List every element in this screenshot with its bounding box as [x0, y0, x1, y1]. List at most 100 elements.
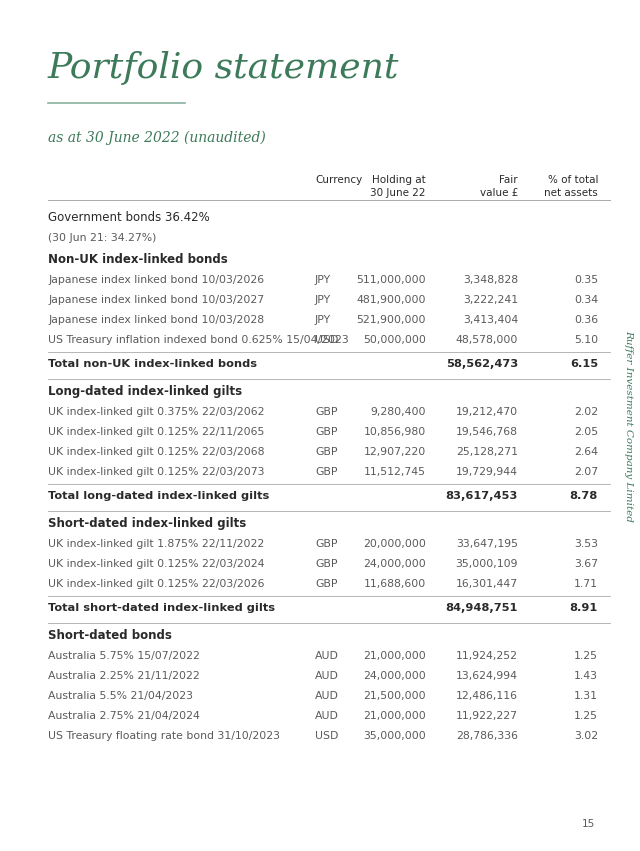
- Text: 21,500,000: 21,500,000: [364, 691, 426, 701]
- Text: UK index-linked gilt 0.375% 22/03/2062: UK index-linked gilt 0.375% 22/03/2062: [48, 407, 264, 417]
- Text: AUD: AUD: [315, 711, 339, 721]
- Text: Portfolio statement: Portfolio statement: [48, 51, 399, 85]
- Text: GBP: GBP: [315, 407, 337, 417]
- Text: 481,900,000: 481,900,000: [356, 295, 426, 305]
- Text: 511,000,000: 511,000,000: [356, 275, 426, 285]
- Text: 3,413,404: 3,413,404: [463, 315, 518, 325]
- Text: Japanese index linked bond 10/03/2026: Japanese index linked bond 10/03/2026: [48, 275, 264, 285]
- Text: 3.53: 3.53: [574, 539, 598, 549]
- Text: UK index-linked gilt 0.125% 22/03/2073: UK index-linked gilt 0.125% 22/03/2073: [48, 467, 264, 477]
- Text: 13,624,994: 13,624,994: [456, 671, 518, 681]
- Text: 11,688,600: 11,688,600: [364, 579, 426, 589]
- Text: 2.05: 2.05: [574, 427, 598, 437]
- Text: 21,000,000: 21,000,000: [364, 711, 426, 721]
- Text: AUD: AUD: [315, 651, 339, 661]
- Text: 3.67: 3.67: [574, 559, 598, 569]
- Text: Total long-dated index-linked gilts: Total long-dated index-linked gilts: [48, 491, 269, 501]
- Text: 48,578,000: 48,578,000: [456, 335, 518, 345]
- Text: JPY: JPY: [315, 295, 331, 305]
- Text: (30 Jun 21: 34.27%): (30 Jun 21: 34.27%): [48, 233, 156, 243]
- Text: 84,948,751: 84,948,751: [445, 603, 518, 613]
- Text: 35,000,000: 35,000,000: [364, 731, 426, 741]
- Text: US Treasury inflation indexed bond 0.625% 15/04/2023: US Treasury inflation indexed bond 0.625…: [48, 335, 349, 345]
- Text: Ruffer Investment Company Limited: Ruffer Investment Company Limited: [625, 329, 634, 522]
- Text: 19,729,944: 19,729,944: [456, 467, 518, 477]
- Text: Australia 2.75% 21/04/2024: Australia 2.75% 21/04/2024: [48, 711, 200, 721]
- Text: Short-dated bonds: Short-dated bonds: [48, 629, 172, 642]
- Text: 11,924,252: 11,924,252: [456, 651, 518, 661]
- Text: AUD: AUD: [315, 691, 339, 701]
- Text: Short-dated index-linked gilts: Short-dated index-linked gilts: [48, 517, 246, 530]
- Text: Australia 5.5% 21/04/2023: Australia 5.5% 21/04/2023: [48, 691, 193, 701]
- Text: 3,348,828: 3,348,828: [463, 275, 518, 285]
- Text: 30 June 22: 30 June 22: [371, 188, 426, 198]
- Text: 20,000,000: 20,000,000: [363, 539, 426, 549]
- Text: 0.36: 0.36: [574, 315, 598, 325]
- Text: 35,000,109: 35,000,109: [456, 559, 518, 569]
- Text: 6.15: 6.15: [570, 359, 598, 369]
- Text: 10,856,980: 10,856,980: [364, 427, 426, 437]
- Text: 24,000,000: 24,000,000: [364, 559, 426, 569]
- Text: Non-UK index-linked bonds: Non-UK index-linked bonds: [48, 253, 228, 266]
- Text: Japanese index linked bond 10/03/2027: Japanese index linked bond 10/03/2027: [48, 295, 264, 305]
- Text: 3,222,241: 3,222,241: [463, 295, 518, 305]
- Text: 12,907,220: 12,907,220: [364, 447, 426, 457]
- Text: 33,647,195: 33,647,195: [456, 539, 518, 549]
- Text: Australia 2.25% 21/11/2022: Australia 2.25% 21/11/2022: [48, 671, 200, 681]
- Text: 28,786,336: 28,786,336: [456, 731, 518, 741]
- Text: 0.35: 0.35: [574, 275, 598, 285]
- Text: net assets: net assets: [544, 188, 598, 198]
- Text: value £: value £: [479, 188, 518, 198]
- Text: GBP: GBP: [315, 467, 337, 477]
- Text: Currency: Currency: [315, 175, 362, 185]
- Text: 21,000,000: 21,000,000: [364, 651, 426, 661]
- Text: GBP: GBP: [315, 539, 337, 549]
- Text: 1.25: 1.25: [574, 711, 598, 721]
- Text: 24,000,000: 24,000,000: [364, 671, 426, 681]
- Text: 1.71: 1.71: [574, 579, 598, 589]
- Text: 25,128,271: 25,128,271: [456, 447, 518, 457]
- Text: GBP: GBP: [315, 427, 337, 437]
- Text: 15: 15: [582, 819, 595, 829]
- Text: AUD: AUD: [315, 671, 339, 681]
- Text: 50,000,000: 50,000,000: [363, 335, 426, 345]
- Text: USD: USD: [315, 731, 339, 741]
- Text: 1.43: 1.43: [574, 671, 598, 681]
- Text: Total short-dated index-linked gilts: Total short-dated index-linked gilts: [48, 603, 275, 613]
- Text: 16,301,447: 16,301,447: [456, 579, 518, 589]
- Text: Australia 5.75% 15/07/2022: Australia 5.75% 15/07/2022: [48, 651, 200, 661]
- Text: UK index-linked gilt 1.875% 22/11/2022: UK index-linked gilt 1.875% 22/11/2022: [48, 539, 264, 549]
- Text: JPY: JPY: [315, 275, 331, 285]
- Text: GBP: GBP: [315, 579, 337, 589]
- Text: 0.34: 0.34: [574, 295, 598, 305]
- Text: 8.91: 8.91: [570, 603, 598, 613]
- Text: 1.31: 1.31: [574, 691, 598, 701]
- Text: 1.25: 1.25: [574, 651, 598, 661]
- Text: US Treasury floating rate bond 31/10/2023: US Treasury floating rate bond 31/10/202…: [48, 731, 280, 741]
- Text: 11,922,227: 11,922,227: [456, 711, 518, 721]
- Text: 11,512,745: 11,512,745: [364, 467, 426, 477]
- Text: Long-dated index-linked gilts: Long-dated index-linked gilts: [48, 385, 242, 398]
- Text: 2.02: 2.02: [574, 407, 598, 417]
- Text: 12,486,116: 12,486,116: [456, 691, 518, 701]
- Text: Total non-UK index-linked bonds: Total non-UK index-linked bonds: [48, 359, 257, 369]
- Text: Fair: Fair: [499, 175, 518, 185]
- Text: UK index-linked gilt 0.125% 22/03/2068: UK index-linked gilt 0.125% 22/03/2068: [48, 447, 264, 457]
- Text: UK index-linked gilt 0.125% 22/11/2065: UK index-linked gilt 0.125% 22/11/2065: [48, 427, 264, 437]
- Text: 521,900,000: 521,900,000: [356, 315, 426, 325]
- Text: 9,280,400: 9,280,400: [371, 407, 426, 417]
- Text: Government bonds 36.42%: Government bonds 36.42%: [48, 211, 210, 224]
- Text: 58,562,473: 58,562,473: [445, 359, 518, 369]
- Text: JPY: JPY: [315, 315, 331, 325]
- Text: Holding at: Holding at: [372, 175, 426, 185]
- Text: GBP: GBP: [315, 559, 337, 569]
- Text: 83,617,453: 83,617,453: [445, 491, 518, 501]
- Text: Japanese index linked bond 10/03/2028: Japanese index linked bond 10/03/2028: [48, 315, 264, 325]
- Text: 19,546,768: 19,546,768: [456, 427, 518, 437]
- Text: as at 30 June 2022 (unaudited): as at 30 June 2022 (unaudited): [48, 131, 266, 146]
- Text: 8.78: 8.78: [570, 491, 598, 501]
- Text: 5.10: 5.10: [574, 335, 598, 345]
- Text: GBP: GBP: [315, 447, 337, 457]
- Text: % of total: % of total: [547, 175, 598, 185]
- Text: UK index-linked gilt 0.125% 22/03/2024: UK index-linked gilt 0.125% 22/03/2024: [48, 559, 264, 569]
